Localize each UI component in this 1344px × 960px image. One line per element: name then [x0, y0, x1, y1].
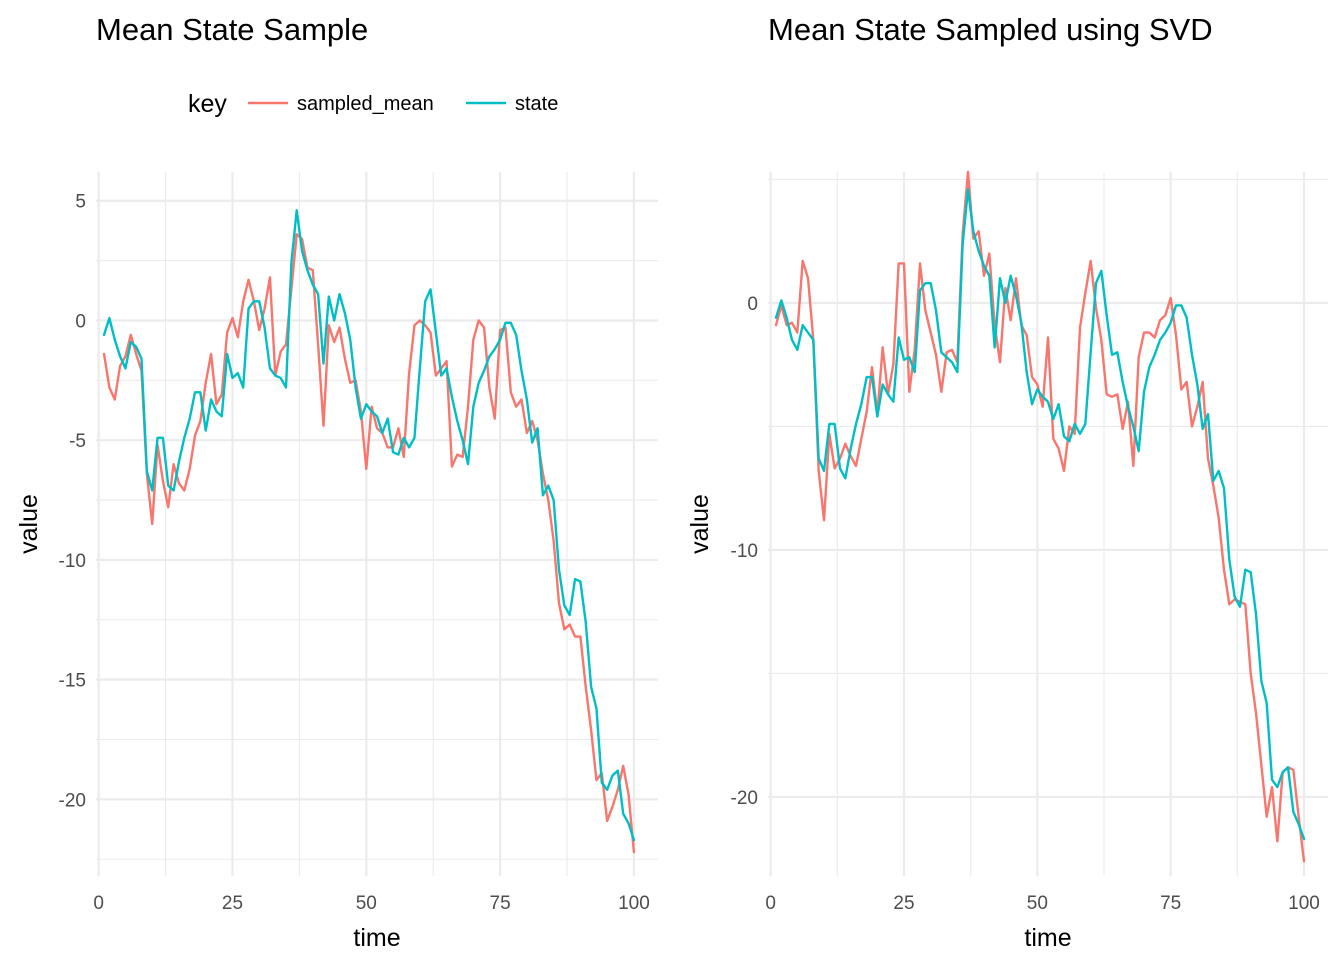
x-axis-title-left: time: [353, 924, 400, 952]
y-axis-title-left: value: [15, 494, 43, 554]
y-tick-label: -20: [731, 788, 758, 809]
y-tick-label: -20: [59, 790, 86, 811]
x-axis-title-right: time: [1024, 924, 1071, 952]
y-tick-label: -15: [59, 671, 86, 692]
legend-label-state: state: [515, 93, 558, 115]
series-right: [774, 170, 1306, 863]
series-line-state: [102, 209, 636, 842]
x-tick-label: 100: [618, 893, 650, 914]
x-tick-label: 50: [1027, 893, 1048, 914]
x-tick-label: 25: [893, 893, 914, 914]
y-tick-label: 0: [747, 294, 758, 315]
y-tick-label: 5: [75, 192, 86, 213]
ticks-right: 0 25 50 75 100 0 -10 -20: [731, 294, 1320, 914]
y-tick-label: 0: [75, 311, 86, 332]
legend: key sampled_mean state: [188, 90, 558, 118]
x-tick-label: 0: [93, 893, 104, 914]
grid-left: [96, 172, 658, 876]
legend-label-sampled-mean: sampled_mean: [297, 93, 434, 115]
series-line-state: [774, 188, 1306, 841]
x-tick-label: 75: [1160, 893, 1181, 914]
legend-title: key: [188, 90, 227, 118]
x-tick-label: 50: [356, 893, 377, 914]
series-line-sampled-mean: [774, 170, 1306, 863]
chart-title-left: Mean State Sample: [96, 12, 368, 47]
y-tick-label: -5: [69, 431, 86, 452]
x-tick-label: 25: [222, 893, 243, 914]
y-tick-label: -10: [59, 551, 86, 572]
series-line-sampled-mean: [102, 233, 636, 854]
series-left: [102, 209, 636, 854]
chart-title-right: Mean State Sampled using SVD: [768, 12, 1213, 47]
x-tick-label: 75: [490, 893, 511, 914]
grid-right: [768, 172, 1328, 876]
y-tick-label: -10: [731, 541, 758, 562]
x-tick-label: 100: [1288, 893, 1320, 914]
x-tick-label: 0: [765, 893, 776, 914]
chart-panel-right: 0 25 50 75 100 0 -10 -20 time value: [686, 170, 1328, 952]
y-axis-title-right: value: [686, 494, 714, 554]
